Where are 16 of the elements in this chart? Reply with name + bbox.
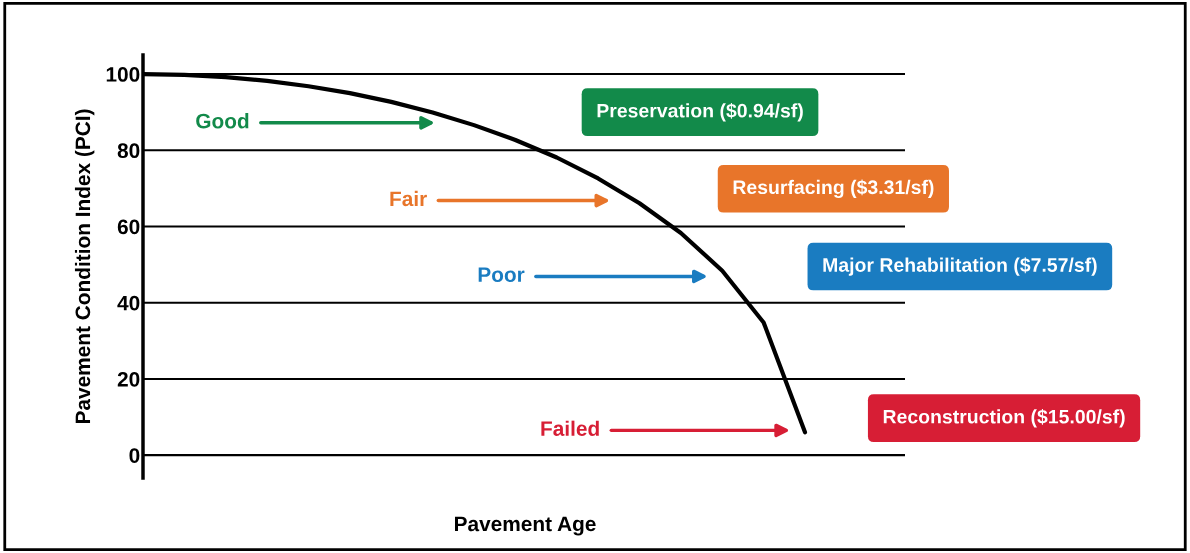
annotation: Fair	[390, 190, 427, 207]
annotation: Failed	[541, 420, 599, 436]
text: Reconstruction ($15.00/sf)	[883, 408, 1125, 428]
x-axis-title: Pavement Age	[455, 516, 596, 536]
y-axis-title: Pavement Condition Index (PCI)	[74, 109, 95, 424]
annotation: Poor	[478, 267, 525, 282]
annotation: Preservation ($0.94/sf)	[597, 102, 803, 122]
y-tick-label: 40	[117, 295, 140, 311]
annotation: Resurfacing ($3.31/sf)	[733, 179, 934, 199]
y-tick-label: 60	[117, 219, 140, 235]
y-tick-label: 80	[117, 143, 140, 159]
y-tick-label: 100	[106, 67, 140, 82]
annotation: Good	[196, 113, 249, 129]
y-tick-label: 0	[129, 448, 140, 463]
y-tick-label: 20	[117, 371, 140, 387]
annotation: Major Rehabilitation ($7.57/sf)	[823, 257, 1097, 276]
